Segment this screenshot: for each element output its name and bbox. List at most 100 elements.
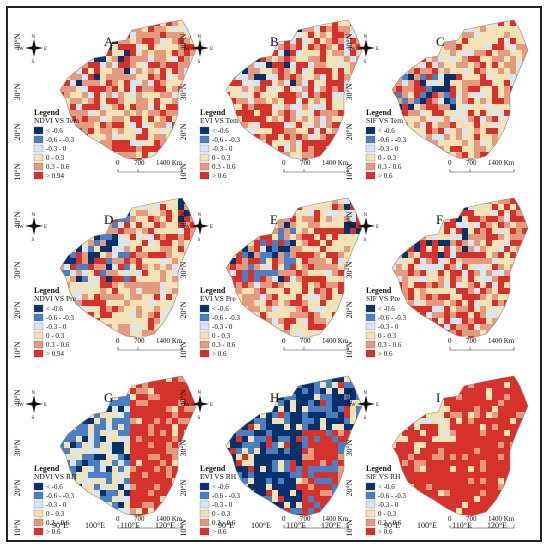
legend-label: < -0.6 [212,483,229,491]
legend-label: > 0.6 [378,172,393,180]
scale-bar: 0 700 1400 Km [116,515,183,529]
compass-n: N [32,391,36,396]
scale-label: 0 [282,515,286,523]
legend-label: -0.6 - -0.3 [378,492,406,500]
legend-label: < -0.6 [378,127,395,135]
compass-icon: N S E W [19,35,47,65]
scale-label: 0 [448,159,452,167]
legend-swatch [199,482,210,491]
legend-label: -0.3 - 0 [212,145,233,153]
compass-s: S [32,416,35,421]
legend-subtitle: SIF VS Pre [366,294,401,303]
lat-label: 30°N [179,439,188,456]
china-outline [391,375,529,517]
legend-swatch [33,518,44,527]
lat-label: 40°N [345,389,354,406]
legend-subtitle: EVI VS Tem [200,116,239,125]
legend-swatch [365,349,376,358]
legend-swatch [365,171,376,180]
legend-label: 0 - 0.3 [378,332,397,340]
legend-label: -0.6 - -0.3 [212,314,240,322]
scale-bar: 0 700 1400 Km [116,337,183,351]
lon-label: 110°E [452,521,472,530]
legend-title: Legend [34,286,60,295]
legend-label: > 0.6 [212,172,227,180]
legend-label: -0.6 - -0.3 [378,136,406,144]
china-outline [225,197,363,339]
legend-title: Legend [366,464,392,473]
legend-label: -0.3 - 0 [378,323,399,331]
compass-e: E [210,403,213,408]
legend-label: > 0.6 [212,350,227,358]
scale-label: 700 [466,159,477,167]
compass-s: S [198,416,201,421]
panel-letter: E [270,212,278,227]
legend-label: -0.3 - 0 [46,145,67,153]
scale-bar: 0 700 1400 Km [282,337,349,351]
lat-label: 20°N [13,479,22,496]
lat-label: 40°N [345,33,354,50]
compass-w: W [19,47,24,52]
compass-n: N [364,391,368,396]
legend-label: < -0.6 [212,305,229,313]
scale-label: 1400 Km [488,515,515,523]
scale-label: 700 [300,159,311,167]
legend-swatch [365,304,376,313]
legend-label: -0.6 - -0.3 [212,136,240,144]
lat-label: 30°N [345,83,354,100]
compass-icon: N S E W [351,35,379,65]
scale-bar: 0 700 1400 Km [282,515,349,529]
legend-swatch [33,135,44,144]
legend-swatch [33,313,44,322]
legend-swatch [199,509,210,518]
legend-title: Legend [200,286,226,295]
lon-label: 120°E [155,521,175,530]
legend-swatch [33,482,44,491]
legend-swatch [33,331,44,340]
legend-title: Legend [200,108,226,117]
scale-label: 0 [282,337,286,345]
scale-label: 700 [134,515,145,523]
legend-swatch [33,153,44,162]
legend-swatch [199,518,210,527]
scale-label: 700 [134,337,145,345]
legend-label: -0.3 - 0 [212,323,233,331]
scale-label: 1400 Km [322,515,349,523]
legend-swatch [365,500,376,509]
lat-label: 40°N [179,211,188,228]
legend-swatch [199,153,210,162]
legend-title: Legend [366,108,392,117]
compass-n: N [198,213,202,218]
legend-label: > 0.94 [46,350,64,358]
lat-label: 20°N [345,123,354,140]
legend-label: 0.3 - 0.6 [212,519,236,527]
legend-label: -0.6 - -0.3 [212,492,240,500]
scale-label: 0 [448,337,452,345]
legend-label: -0.6 - -0.3 [46,136,74,144]
legend-title: Legend [34,464,60,473]
lat-label: 30°N [13,261,22,278]
lat-label: 20°N [13,301,22,318]
scale-bar: 0 700 1400 Km [116,159,183,173]
compass-n: N [364,213,368,218]
legend-swatch [33,171,44,180]
compass-w: W [185,225,190,230]
legend-swatch [365,509,376,518]
legend-swatch [365,322,376,331]
compass-icon: N S E W [19,213,47,243]
legend-swatch [199,349,210,358]
scale-label: 1400 Km [156,159,183,167]
legend-label: < -0.6 [46,305,63,313]
compass-w: W [351,225,356,230]
legend-swatch [33,144,44,153]
legend-swatch [33,126,44,135]
